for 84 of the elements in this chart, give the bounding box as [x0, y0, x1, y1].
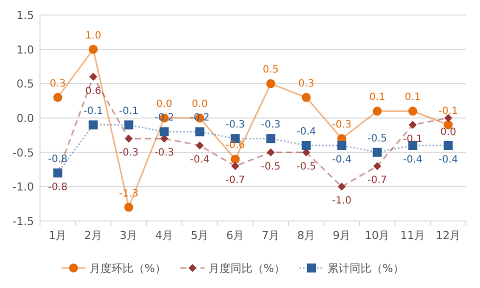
data-label: -0.4 [296, 126, 316, 138]
x-tick-label: 10月 [364, 229, 390, 242]
point [53, 92, 62, 102]
x-tick-label: 11月 [400, 229, 426, 242]
point [408, 106, 418, 116]
data-label: -0.1 [438, 106, 458, 117]
y-tick-label: 0.5 [16, 78, 34, 91]
point [124, 202, 134, 212]
x-tick-label: 5月 [190, 229, 209, 242]
data-label: -0.3 [260, 120, 281, 131]
y-tick-label: 1.5 [16, 9, 34, 22]
data-label: -0.3 [225, 120, 246, 131]
data-label: -0.4 [438, 154, 458, 166]
data-label: -0.5 [296, 161, 316, 172]
x-tick-label: 8月 [297, 229, 316, 242]
legend-label: 月度同比（%） [208, 262, 285, 275]
point [124, 120, 134, 130]
point [160, 127, 169, 136]
point [373, 162, 382, 170]
y-tick-label: 0.0 [16, 112, 34, 125]
y-tick-label: -1.0 [12, 180, 34, 194]
point [444, 140, 453, 150]
y-tick-label: -0.5 [12, 146, 34, 160]
data-label: -0.6 [225, 140, 246, 152]
data-label: -1.3 [118, 188, 139, 200]
point [372, 106, 382, 116]
point [196, 141, 204, 150]
data-label: -0.7 [225, 175, 246, 186]
x-tick-label: 3月 [120, 229, 138, 242]
data-label: 0.5 [262, 64, 279, 76]
data-label: -0.8 [48, 154, 68, 165]
data-label: 0.1 [369, 92, 386, 104]
data-label: -0.4 [402, 154, 423, 166]
legend-label: 月度环比（%） [90, 262, 166, 275]
point [266, 134, 276, 144]
point [124, 134, 133, 143]
point [302, 140, 311, 150]
data-label: 0.0 [156, 99, 172, 110]
point [372, 148, 382, 157]
point [302, 92, 311, 102]
x-tick-label: 2月 [84, 229, 102, 242]
point [89, 72, 98, 81]
point [266, 79, 276, 88]
data-label: -0.4 [332, 154, 352, 166]
point [408, 120, 417, 129]
data-label: -0.5 [367, 133, 388, 144]
x-tick-label: 1月 [48, 229, 67, 242]
data-label: -0.3 [118, 148, 139, 159]
data-label: -0.1 [402, 134, 423, 145]
data-label: -0.3 [154, 148, 174, 159]
x-tick-label: 12月 [436, 229, 461, 242]
data-label: 0.6 [85, 86, 102, 97]
point [88, 120, 98, 130]
y-tick-label: 1.0 [16, 43, 34, 56]
point [337, 140, 346, 150]
data-label: 0.1 [404, 92, 421, 104]
data-label: -0.5 [260, 161, 281, 172]
point [338, 182, 346, 191]
data-label: -1.0 [332, 196, 352, 207]
data-label: -0.1 [118, 106, 139, 117]
point [444, 114, 452, 122]
point [230, 154, 240, 164]
data-label: 0.3 [298, 78, 314, 90]
data-label: -0.1 [83, 106, 104, 117]
x-tick-label: 9月 [332, 229, 351, 242]
x-tick-label: 7月 [262, 229, 280, 242]
legend-label: 累计同比（%） [328, 262, 404, 275]
y-tick-label: -1.5 [12, 215, 34, 228]
data-label: 1.0 [85, 30, 102, 42]
data-label: -0.4 [190, 154, 210, 166]
data-label: -0.2 [190, 112, 210, 124]
x-tick-label: 4月 [155, 229, 174, 242]
data-label: -0.8 [48, 182, 68, 193]
data-label: -0.7 [367, 175, 388, 186]
point [266, 148, 275, 156]
data-label: -0.3 [332, 120, 352, 131]
x-tick-label: 6月 [226, 229, 244, 242]
data-label: 0.0 [440, 127, 456, 138]
data-label: 0.0 [192, 99, 208, 110]
data-label: -0.2 [154, 112, 174, 124]
point [195, 127, 204, 136]
point [88, 44, 98, 54]
data-label: 0.3 [50, 78, 66, 90]
point [231, 162, 240, 170]
